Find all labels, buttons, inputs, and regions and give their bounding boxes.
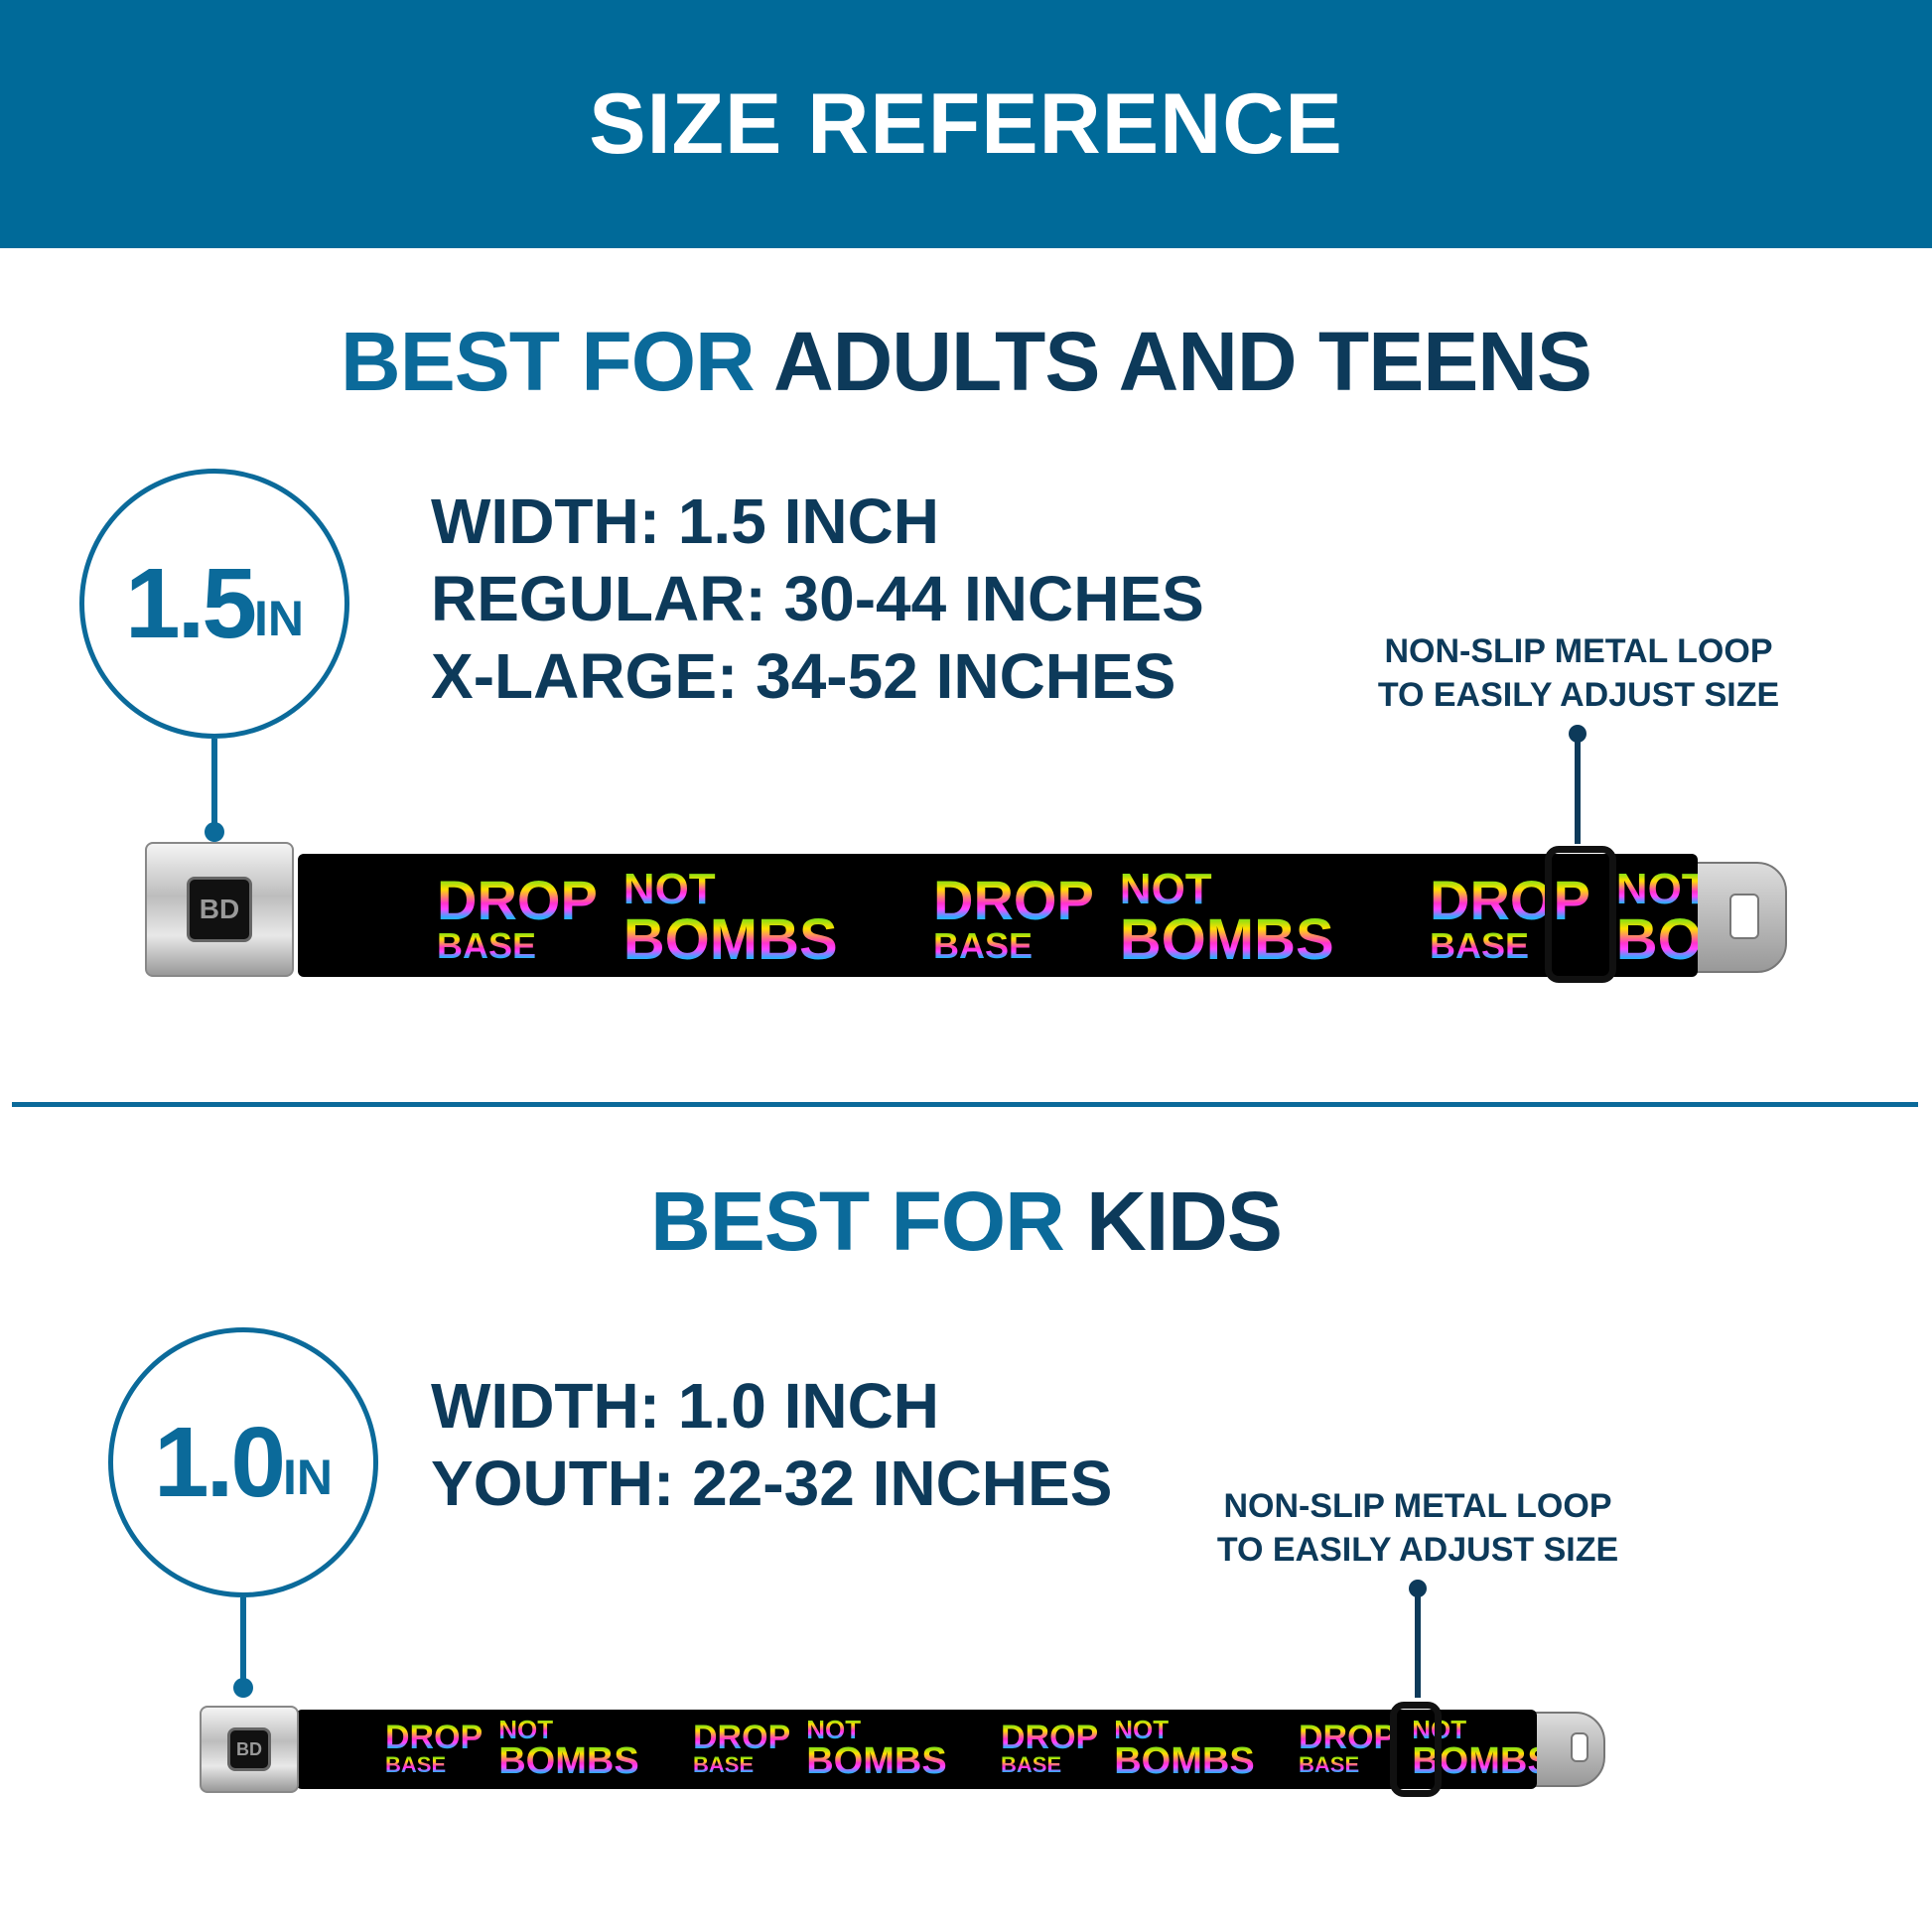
tongue-hole	[1729, 894, 1759, 939]
badge-unit: IN	[254, 591, 304, 646]
print-text: DROP	[933, 869, 1094, 931]
print-text: DROP	[693, 1719, 791, 1756]
connector-dot	[205, 822, 224, 842]
metal-loop[interactable]	[1545, 846, 1616, 983]
heading-prefix: BEST FOR	[341, 315, 756, 408]
width-badge-adult: 1.5 IN	[79, 469, 349, 739]
note-connector	[1415, 1588, 1421, 1698]
print-text: BOMBS	[1114, 1740, 1255, 1782]
print-text: NOT	[806, 1715, 862, 1744]
kids-loop-note: NON-SLIP METAL LOOP TO EASILY ADJUST SIZE	[1199, 1484, 1636, 1572]
note-line: TO EASILY ADJUST SIZE	[1377, 676, 1780, 714]
print-text: BOMBS	[498, 1740, 639, 1782]
print-text: BASE	[437, 925, 537, 966]
heading-prefix: BEST FOR	[650, 1174, 1065, 1268]
metal-loop[interactable]	[1390, 1702, 1442, 1797]
page-title: SIZE REFERENCE	[589, 75, 1343, 172]
print-text: DROP	[437, 869, 598, 931]
note-line: NON-SLIP METAL LOOP	[1384, 632, 1773, 670]
badge-value: 1.5	[124, 547, 257, 659]
tongue-hole	[1571, 1732, 1588, 1762]
print-text: BOMBS	[806, 1740, 947, 1782]
print-text: NOT	[1616, 868, 1698, 911]
header-banner: SIZE REFERENCE	[0, 0, 1932, 248]
print-text: BASE	[1430, 925, 1530, 966]
adults-heading: BEST FOR ADULTS AND TEENS	[0, 314, 1932, 410]
note-line: TO EASILY ADJUST SIZE	[1216, 1531, 1619, 1569]
print-text: BOMBS	[1616, 911, 1698, 969]
badge-unit: IN	[283, 1449, 333, 1505]
bd-logo-icon: BD	[227, 1727, 271, 1771]
belt-strap: DROP BASE NOT BOMBS DROP BASE NOT BOMBS DROP…	[298, 854, 1698, 977]
kids-heading: BEST FOR KIDS	[0, 1173, 1932, 1270]
heading-main: KIDS	[1086, 1174, 1283, 1268]
print-text: DROP	[1299, 1719, 1397, 1756]
kids-specs: WIDTH: 1.0 INCH YOUTH: 22-32 INCHES	[431, 1367, 1112, 1522]
print-text: BASE	[1001, 1752, 1062, 1777]
bd-logo-icon: BD	[187, 877, 252, 942]
spec-width: WIDTH: 1.0 INCH	[431, 1370, 939, 1442]
badge-value: 1.0	[153, 1406, 286, 1518]
buckle[interactable]: BD	[200, 1706, 299, 1793]
spec-width: WIDTH: 1.5 INCH	[431, 485, 939, 557]
belt-strap: DROP BASE NOT BOMBS DROP BASE NOT BOMBS DROP…	[296, 1710, 1537, 1789]
width-badge-kids: 1.0 IN	[108, 1327, 378, 1597]
print-text: BASE	[1299, 1752, 1360, 1777]
print-text: BASE	[693, 1752, 755, 1777]
print-text: NOT	[1119, 865, 1212, 913]
badge-connector	[240, 1597, 246, 1692]
print-text: DROP	[385, 1719, 483, 1756]
print-text: BASE	[385, 1752, 447, 1777]
print-text: DROP	[1430, 869, 1590, 931]
adult-loop-note: NON-SLIP METAL LOOP TO EASILY ADJUST SIZE	[1360, 629, 1797, 717]
print-text: BASE	[933, 925, 1034, 966]
note-connector	[1575, 735, 1581, 844]
print-text: NOT	[1114, 1715, 1170, 1744]
buckle[interactable]: BD	[145, 842, 294, 977]
print-text: BOMBS	[1412, 1742, 1537, 1780]
print-text: NOT	[498, 1715, 554, 1744]
adult-specs: WIDTH: 1.5 INCH REGULAR: 30-44 INCHES X-…	[431, 483, 1204, 715]
badge-connector	[211, 739, 217, 833]
print-text: BOMBS	[622, 907, 838, 972]
heading-main: ADULTS AND TEENS	[772, 315, 1592, 408]
print-text: NOT	[622, 865, 716, 913]
spec-regular: REGULAR: 30-44 INCHES	[431, 563, 1204, 634]
connector-dot	[233, 1678, 253, 1698]
print-text: BOMBS	[1119, 907, 1334, 972]
section-divider	[12, 1102, 1918, 1107]
note-line: NON-SLIP METAL LOOP	[1223, 1487, 1612, 1525]
print-text: DROP	[1001, 1719, 1099, 1756]
note-dot	[1569, 725, 1587, 743]
spec-youth: YOUTH: 22-32 INCHES	[431, 1448, 1113, 1519]
spec-xlarge: X-LARGE: 34-52 INCHES	[431, 640, 1176, 712]
